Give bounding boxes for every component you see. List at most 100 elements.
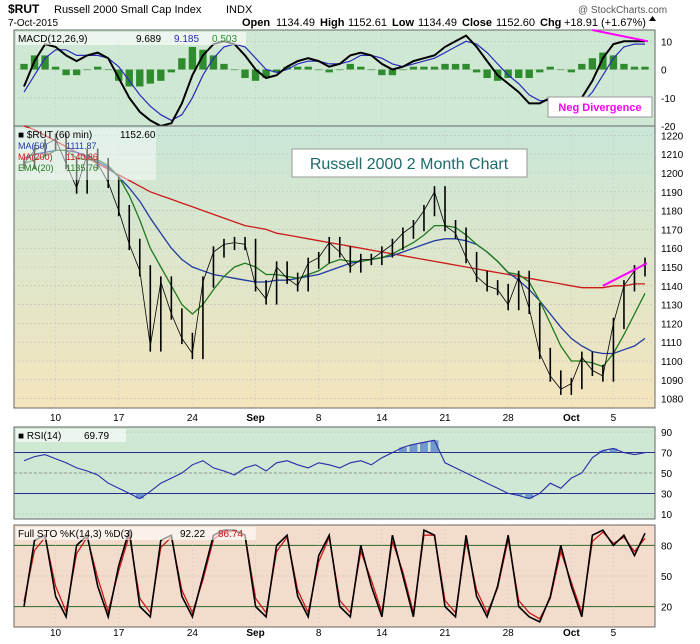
macd-histogram-bar <box>367 69 376 71</box>
macd-histogram-bar <box>630 66 639 70</box>
macd-histogram-bar <box>599 52 607 70</box>
price-tick-label: 1130 <box>661 301 683 312</box>
price-tick-label: 1110 <box>661 338 682 349</box>
x-tick-label-bottom: 14 <box>376 628 388 639</box>
macd-histogram-bar <box>178 58 186 70</box>
macd-histogram-bar <box>441 63 449 70</box>
macd-histogram-bar <box>188 46 197 70</box>
x-tick-label: 8 <box>316 413 322 424</box>
sto-tick-label: 50 <box>661 572 673 583</box>
macd-histogram-bar <box>472 69 481 73</box>
price-divergence-line <box>602 262 648 287</box>
x-tick-label: 21 <box>439 413 451 424</box>
macd-tick-label: -20 <box>661 122 676 133</box>
macd-histogram-bar <box>588 58 597 70</box>
rsi-overbought-fill <box>609 448 618 453</box>
macd-histogram-bar <box>304 66 312 70</box>
macd-histogram-bar <box>409 66 418 70</box>
low-value: 1134.49 <box>418 17 457 29</box>
x-tick-label-bottom: Sep <box>246 628 264 639</box>
rsi-overbought-fill <box>398 447 407 453</box>
macd-histogram-bar <box>209 55 218 70</box>
macd-histogram-bar <box>83 69 91 71</box>
macd-legend-label: MACD(12,26,9) <box>18 34 87 45</box>
macd-legend-value: 9.689 <box>136 34 161 45</box>
price-tick-label: 1190 <box>661 188 683 199</box>
macd-histogram-bar <box>557 69 565 71</box>
date: 7-Oct-2015 <box>8 18 58 29</box>
x-tick-label-bottom: 24 <box>187 628 199 639</box>
histogram-legend-value: 0.503 <box>212 34 237 45</box>
macd-histogram-bar <box>262 69 270 78</box>
macd-histogram-bar <box>20 63 28 70</box>
x-tick-label-bottom: 5 <box>611 628 617 639</box>
sto-k-legend-value: 92.22 <box>180 529 205 540</box>
up-arrow-icon <box>649 16 656 21</box>
rsi-tick-label: 70 <box>661 449 673 460</box>
sto-tick-label: 80 <box>661 541 673 552</box>
macd-histogram-bar <box>136 69 144 87</box>
macd-tick-label: 10 <box>661 37 673 48</box>
macd-histogram-bar <box>546 66 554 70</box>
sto-tick-label: 20 <box>661 603 673 614</box>
macd-histogram-bar <box>167 69 176 73</box>
open-value: 1134.49 <box>276 17 315 29</box>
rsi-panel: 90 70 50 30 10 ■ RSI(14) 69.79 <box>13 426 673 521</box>
macd-line <box>23 34 645 128</box>
macd-histogram-bar <box>420 66 428 70</box>
macd-histogram-bar <box>399 69 407 71</box>
high-value: 1152.61 <box>348 17 387 29</box>
price-legend-bg <box>16 128 156 180</box>
macd-histogram-bar <box>451 63 460 70</box>
x-tick-label: 14 <box>376 413 388 424</box>
price-legend-label: ■ $RUT (60 min) <box>18 130 92 141</box>
watermark: @ StockCharts.com <box>578 5 667 16</box>
macd-histogram-bar <box>620 63 628 70</box>
macd-histogram-bar <box>315 69 323 71</box>
x-tick-label: 28 <box>503 413 515 424</box>
x-tick-label: 17 <box>113 413 125 424</box>
ema20-legend-label: EMA(20) <box>18 163 54 173</box>
price-legend-value: 1152.60 <box>120 130 156 141</box>
ma200-legend-label: MA(200) <box>18 152 53 162</box>
x-tick-label-bottom: 10 <box>50 628 62 639</box>
chart-title-box <box>291 148 528 178</box>
macd-divergence-line <box>592 29 649 43</box>
stochastic-panel: 80 50 20 Full STO %K(14,3) %D(3) 92.22 86.74 <box>13 524 673 628</box>
rsi-oversold-fill <box>514 493 523 496</box>
macd-histogram-bar <box>220 63 228 70</box>
macd-histogram-bar <box>504 69 512 78</box>
macd-histogram-bar <box>293 66 302 70</box>
macd-histogram-bar <box>483 69 491 78</box>
macd-histogram-bar <box>157 69 165 81</box>
price-line <box>23 138 646 390</box>
ma200-legend-value: 1140.86 <box>66 152 98 162</box>
macd-histogram-bar <box>515 69 523 78</box>
x-tick-label: 24 <box>187 413 199 424</box>
macd-histogram-bar <box>93 66 102 70</box>
macd-panel: 10 0 -10 -20 MACD(12,26,9) 9.689 9.185 0.503 Neg… <box>13 29 676 133</box>
x-tick-label: 10 <box>50 413 62 424</box>
macd-histogram-bar <box>536 69 544 73</box>
price-tick-label: 1170 <box>661 225 683 236</box>
macd-histogram-bar <box>115 69 123 81</box>
rsi-overbought-fill <box>598 450 607 453</box>
index-name: Russell 2000 Small Cap Index <box>54 4 202 16</box>
ma50-legend-value: 1111.87 <box>66 141 97 151</box>
sto-d-legend-value: 86.74 <box>218 529 243 540</box>
macd-histogram-bar <box>41 55 49 70</box>
chg-value: +18.91 (+1.67%) <box>564 17 646 29</box>
price-tick-label: 1140 <box>661 282 683 293</box>
macd-histogram-bar <box>125 69 133 87</box>
macd-histogram-bar <box>388 69 397 76</box>
price-tick-label: 1100 <box>661 357 683 368</box>
x-axis-labels: 10 10 17 17 24 24 Sep Sep 8 8 14 14 21 21 28 28 Oct Oct 5 5 <box>50 413 617 639</box>
macd-histogram-bar <box>241 69 249 78</box>
macd-histogram-bar <box>462 63 470 70</box>
x-tick-label-bottom: 21 <box>439 628 451 639</box>
low-label: Low <box>392 17 414 29</box>
rsi-legend-label: ■ RSI(14) <box>18 431 61 442</box>
high-label: High <box>320 17 345 29</box>
